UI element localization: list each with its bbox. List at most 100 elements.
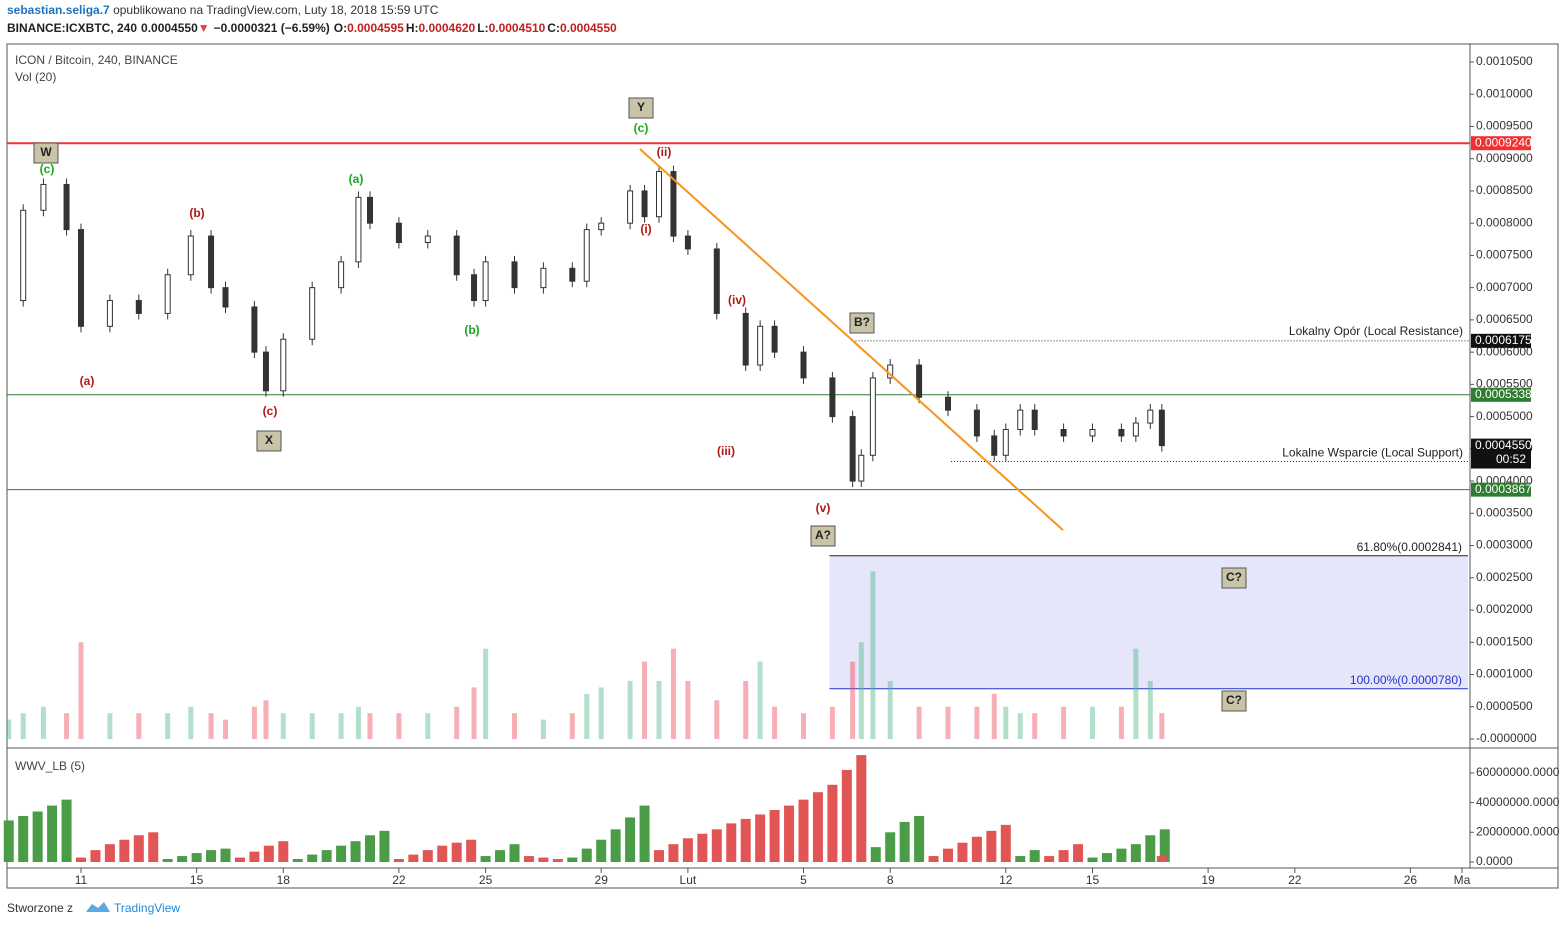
wwv-bar <box>47 805 58 862</box>
candle-body <box>757 325 764 366</box>
wave-label: B? <box>854 315 870 329</box>
y-tick-label: 0.0003000 <box>1476 538 1533 552</box>
x-tick-label: 15 <box>190 873 204 887</box>
level-tag-label: 0.0003867 <box>1475 482 1532 496</box>
volume-bar <box>801 713 806 739</box>
tv-logo <box>86 902 110 912</box>
candle-body <box>453 235 460 276</box>
wave-label: A? <box>815 528 831 542</box>
wwv-bar <box>841 769 852 862</box>
candle-body <box>1017 409 1024 430</box>
candle-body <box>713 248 720 314</box>
footer-brand[interactable]: TradingView <box>114 901 180 915</box>
last-tag-label: 0.0004550 <box>1475 438 1532 452</box>
wave-box <box>256 430 282 452</box>
volume-bar <box>974 706 980 739</box>
dotted-tag-label: 0.0006175 <box>1475 333 1532 347</box>
volume-bar <box>280 713 286 739</box>
candle-body <box>627 190 634 224</box>
candle-body <box>63 183 70 231</box>
candle-body <box>222 287 229 308</box>
wwv-bar <box>1145 835 1156 862</box>
candle-body <box>78 229 84 327</box>
wave-label: (c) <box>263 404 278 418</box>
wwv-bar <box>639 805 650 862</box>
candle-body <box>511 261 518 289</box>
wwv-bar <box>986 830 997 862</box>
wave-label: C? <box>1226 570 1242 584</box>
wwv-bar <box>726 823 737 862</box>
volume-bar <box>1133 648 1139 739</box>
volume-bar <box>1003 706 1009 739</box>
wwv-bar <box>32 811 43 862</box>
volume-bar <box>627 680 633 739</box>
wwv-bar <box>740 818 751 862</box>
volume-bar <box>454 706 460 739</box>
wwv-bar <box>393 859 404 862</box>
volume-bar <box>584 693 590 739</box>
wwv-bar <box>1044 856 1055 862</box>
wwv-tick-label: 40000000.0000 <box>1476 795 1560 809</box>
level-tag <box>1471 136 1531 151</box>
candle-body <box>40 183 47 211</box>
volume-bar <box>743 680 749 739</box>
wwv-bar <box>61 799 72 862</box>
y-tick-label: 0.0000500 <box>1476 699 1533 713</box>
volume-bar <box>850 661 856 739</box>
wave-label: X <box>265 433 273 447</box>
wwv-bar <box>451 842 462 862</box>
candle-body <box>656 171 662 218</box>
candle-body <box>670 171 677 237</box>
wwv-bar <box>206 850 217 862</box>
candle-body <box>367 196 373 224</box>
last: 0.0004550 <box>141 21 198 35</box>
wwv-bar <box>133 835 144 862</box>
candle-body <box>1118 428 1125 437</box>
volume-bar <box>208 713 214 739</box>
x-tick-label: 5 <box>800 873 807 887</box>
h-label: H: <box>406 21 419 35</box>
resistance-label: Lokalny Opór (Local Resistance) <box>1289 324 1463 338</box>
wwv-bar <box>1015 856 1026 862</box>
wwv-bar <box>567 857 578 862</box>
wwv-bar <box>76 857 86 862</box>
candle-body <box>771 325 778 353</box>
wwv-bar <box>18 815 29 862</box>
wave-label: (b) <box>464 323 479 337</box>
wwv-bar <box>581 848 592 862</box>
candle-body <box>540 267 547 289</box>
volume-bar <box>20 713 26 739</box>
y-tick-label: -0.0000000 <box>1476 731 1537 745</box>
author[interactable]: sebastian.seliga.7 <box>7 3 110 17</box>
candle-body <box>208 235 215 289</box>
candle-body <box>395 222 402 244</box>
volume-bar <box>338 713 344 739</box>
wwv-bar <box>1087 857 1098 862</box>
x-tick-label: 22 <box>392 873 406 887</box>
volume-bar <box>355 706 361 739</box>
wwv-bar <box>3 820 14 862</box>
candle-body <box>262 351 269 392</box>
x-tick-label: 12 <box>999 873 1013 887</box>
wave-label: (iv) <box>728 293 746 307</box>
y-tick-label: 0.0008000 <box>1476 215 1533 229</box>
y-tick-label: 0.0009000 <box>1476 151 1533 165</box>
change: −0.0000321 (−6.59%) <box>214 21 330 35</box>
arrow: ▼ <box>198 21 210 35</box>
x-tick-label: 8 <box>887 873 894 887</box>
volume-bar <box>714 700 720 739</box>
candle-body <box>973 409 980 437</box>
wave-box <box>849 312 875 334</box>
wwv-bar <box>191 853 202 862</box>
countdown: 00:52 <box>1496 452 1526 466</box>
wwv-bar <box>812 792 823 862</box>
wwv-bar <box>552 859 563 862</box>
volume-bar <box>309 713 315 739</box>
wwv-tick-label: 20000000.0000 <box>1476 824 1560 838</box>
wwv-bar <box>350 841 361 862</box>
volume-bar <box>425 713 431 739</box>
wwv-bar <box>1159 829 1170 862</box>
wwv-bar <box>798 799 809 862</box>
wwv-bar <box>668 844 679 862</box>
